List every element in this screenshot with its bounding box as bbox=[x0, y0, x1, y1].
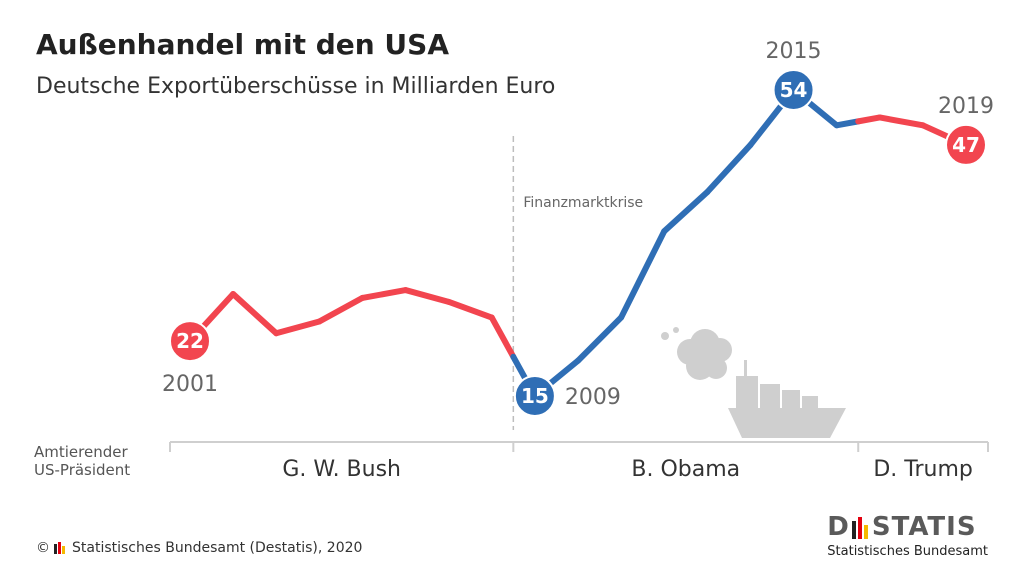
source-text: Statistisches Bundesamt (Destatis), 2020 bbox=[72, 540, 363, 556]
highlight-markers: 22 2001 15 2009 54 2015 47 2019 bbox=[162, 39, 994, 417]
highlight-marker bbox=[772, 69, 815, 111]
president-axis: G. W. Bush B. Obama D. Trump bbox=[169, 441, 989, 482]
series-segment bbox=[402, 287, 452, 305]
value-label: 15 bbox=[521, 384, 549, 408]
destatis-logo: D STATIS Statistisches Bundesamt bbox=[827, 512, 988, 559]
crisis-annotation: Finanzmarktkrise bbox=[512, 136, 643, 430]
value-label: 47 bbox=[952, 133, 980, 157]
year-label: 2019 bbox=[938, 94, 994, 119]
year-label: 2015 bbox=[766, 39, 822, 64]
year-label: 2009 bbox=[565, 385, 621, 410]
president-label: D. Trump bbox=[873, 457, 973, 482]
series-segment bbox=[445, 298, 495, 321]
destatis-mini-logo-icon bbox=[54, 542, 66, 554]
caption-line-1: Amtierender bbox=[34, 443, 128, 461]
ship-icon bbox=[661, 327, 846, 438]
series-lines bbox=[187, 87, 969, 399]
logo-subtitle: Statistisches Bundesamt bbox=[827, 544, 988, 559]
series-segment bbox=[833, 118, 862, 129]
series-segment bbox=[704, 141, 754, 195]
highlight-marker bbox=[945, 123, 987, 166]
president-axis-caption: Amtierender US-Präsident bbox=[34, 443, 154, 479]
value-label: 54 bbox=[780, 78, 808, 102]
series-segment bbox=[316, 294, 366, 325]
logo-bars-icon bbox=[851, 517, 870, 539]
year-label: 2001 bbox=[162, 372, 218, 397]
chart-title: Außenhandel mit den USA bbox=[36, 28, 449, 61]
highlight-marker bbox=[169, 320, 211, 363]
logo-word-right: STATIS bbox=[871, 512, 977, 542]
crisis-label: Finanzmarktkrise bbox=[523, 195, 643, 211]
series-segment bbox=[618, 228, 668, 321]
series-segment bbox=[359, 287, 409, 301]
value-label: 22 bbox=[176, 329, 204, 353]
series-segment bbox=[230, 291, 280, 337]
series-segment bbox=[855, 114, 883, 125]
president-label: G. W. Bush bbox=[282, 457, 401, 482]
chart-subtitle: Deutsche Exportüberschüsse in Milliarden… bbox=[36, 74, 556, 99]
president-label: B. Obama bbox=[631, 457, 740, 482]
highlight-marker bbox=[513, 375, 556, 417]
caption-line-2: US-Präsident bbox=[34, 461, 131, 479]
series-segment bbox=[661, 189, 711, 235]
series-segment bbox=[273, 318, 323, 337]
series-segment bbox=[876, 114, 926, 129]
series-segment bbox=[575, 314, 625, 364]
logo-word-left: D bbox=[827, 512, 850, 542]
copyright-symbol: © bbox=[36, 540, 50, 556]
series-segment bbox=[488, 314, 517, 360]
footer-credit: © Statistisches Bundesamt (Destatis), 20… bbox=[36, 540, 362, 556]
